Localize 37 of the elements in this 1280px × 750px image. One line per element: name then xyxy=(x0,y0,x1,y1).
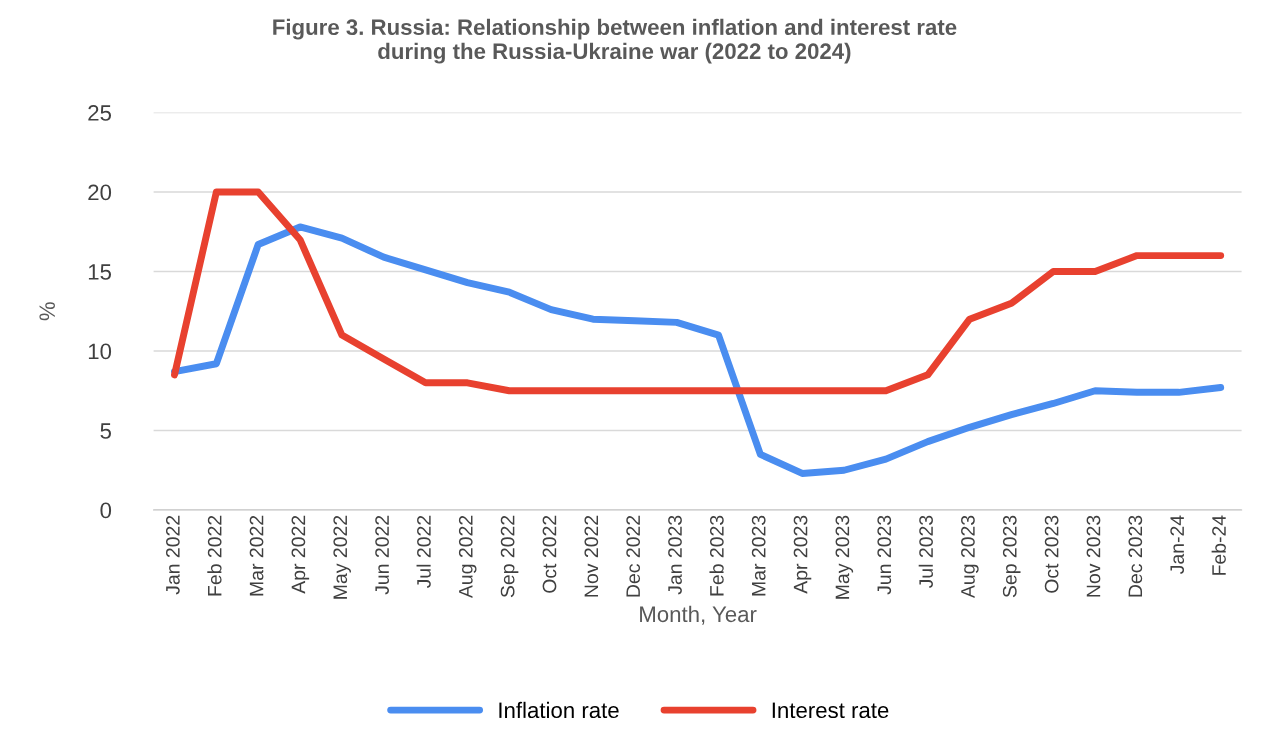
x-tick-label: Nov 2022 xyxy=(584,515,599,597)
x-tick-label: Apr 2023 xyxy=(793,515,812,594)
x-tick-label: Nov 2023 xyxy=(1086,515,1101,597)
x-tick-label: Jun 2023 xyxy=(877,515,892,595)
x-tick-label: Sep 2022 xyxy=(500,515,519,598)
y-tick-label: 25 xyxy=(88,105,111,121)
x-tick-label: Jan-24 xyxy=(1170,515,1185,575)
x-tick-label: Aug 2023 xyxy=(961,515,979,599)
x-tick-label: Mar 2023 xyxy=(751,515,766,596)
x-tick-label: Dec 2023 xyxy=(1128,515,1143,597)
x-tick-label: Apr 2022 xyxy=(291,515,310,594)
x-tick-label: Jan 2022 xyxy=(165,515,180,595)
x-tick-label: Feb 2023 xyxy=(709,515,724,596)
x-tick-label: Feb-24 xyxy=(1211,515,1226,575)
x-axis-title: Month, Year xyxy=(640,605,757,625)
x-tick-label: Oct 2022 xyxy=(542,515,557,593)
y-tick-label: 5 xyxy=(100,423,111,439)
y-tick-label: 20 xyxy=(88,184,112,201)
x-tick-label: Jan 2023 xyxy=(668,515,682,595)
x-tick-label: Jul 2022 xyxy=(416,515,431,589)
y-tick-label: 15 xyxy=(88,264,111,280)
x-tick-label: Oct 2023 xyxy=(1044,515,1059,593)
legend-label: Inflation rate xyxy=(499,701,619,719)
x-tick-label: Mar 2022 xyxy=(249,515,264,596)
x-tick-label: Jun 2022 xyxy=(375,515,389,595)
y-tick-label: 0 xyxy=(100,502,112,519)
x-tick-label: Sep 2023 xyxy=(1002,515,1021,598)
legend-label: Interest rate xyxy=(772,702,889,719)
x-tick-label: Dec 2022 xyxy=(626,515,641,597)
x-tick-label: Feb 2022 xyxy=(207,515,222,596)
y-tick-label: 10 xyxy=(88,343,112,360)
x-tick-label: Aug 2022 xyxy=(458,515,477,599)
x-tick-label: Jul 2023 xyxy=(918,515,933,589)
y-axis-title: % xyxy=(39,302,55,321)
chart-title: Figure 3. Russia: Relationship between inflation and interest rate during the Russia-Ukraine war (2022 to 2024) xyxy=(273,18,957,64)
x-tick-label: May 2023 xyxy=(835,515,854,599)
x-tick-label: May 2022 xyxy=(333,515,351,599)
